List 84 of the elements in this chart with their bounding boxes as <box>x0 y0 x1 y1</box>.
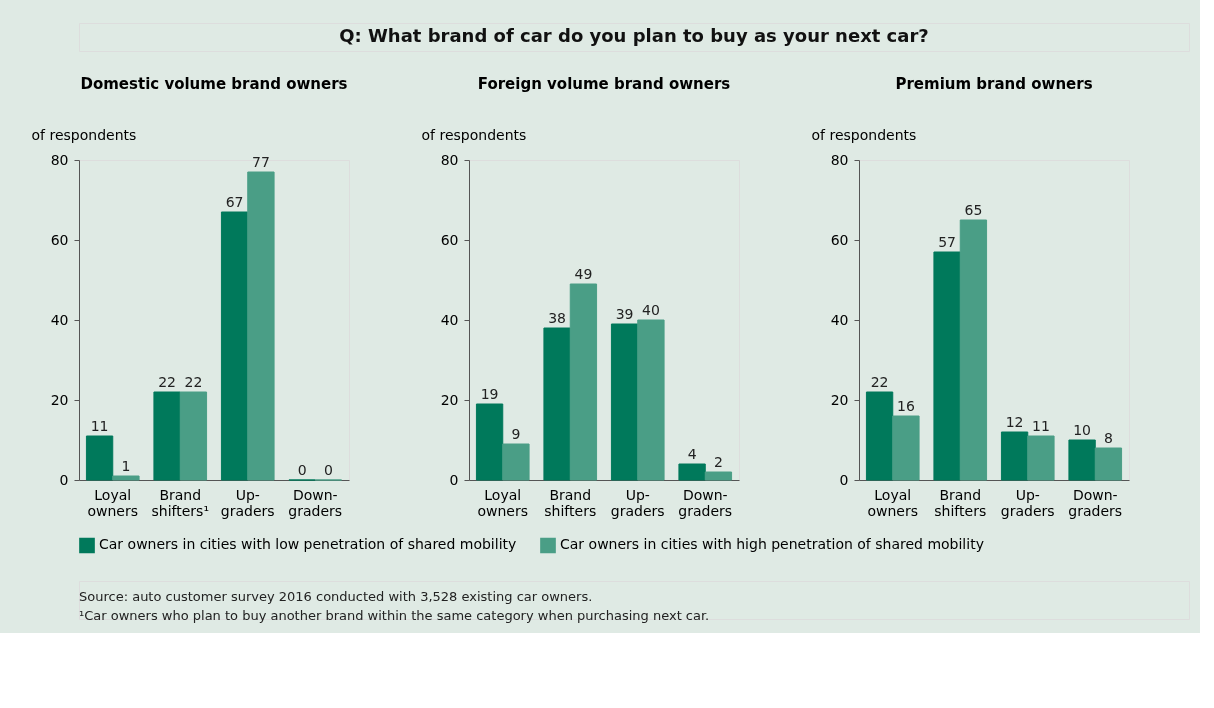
data-label: 4 <box>687 446 697 462</box>
y-tick-label: 20 <box>440 391 459 408</box>
data-label: 0 <box>323 462 333 478</box>
data-label: 65 <box>964 202 983 218</box>
legend-label: Car owners in cities with low penetration of shared mobility <box>99 536 517 553</box>
bar <box>865 391 894 481</box>
y-tick-label: 20 <box>830 391 849 408</box>
bar <box>1027 435 1055 481</box>
x-tick-label: Down-graders <box>678 486 733 519</box>
data-label: 9 <box>511 426 521 442</box>
y-tick-label: 0 <box>839 471 849 488</box>
x-tick-label: Brand shifters <box>544 486 597 519</box>
data-label: 57 <box>938 234 956 250</box>
bar <box>610 323 639 481</box>
bar <box>959 219 988 481</box>
y-axis-title: of respondents <box>421 126 527 143</box>
x-tick-label: Down-graders <box>288 486 343 519</box>
data-label: 19 <box>480 386 499 402</box>
data-label: 40 <box>642 302 660 318</box>
x-tick-label: Loyal owners <box>867 486 919 519</box>
bar <box>704 471 733 481</box>
data-label: 8 <box>1103 430 1113 446</box>
bar <box>933 251 961 481</box>
y-tick-label: 0 <box>449 471 459 488</box>
y-tick-label: 80 <box>830 151 849 168</box>
data-label: 49 <box>574 266 593 282</box>
y-tick-label: 60 <box>50 231 69 248</box>
data-label: 2 <box>713 454 723 470</box>
y-tick-label: 0 <box>59 471 69 488</box>
data-label: 1 <box>121 458 131 474</box>
data-label: 77 <box>252 154 270 170</box>
bar <box>1068 439 1096 481</box>
text: ¹Car owners who plan to buy another brand within the same category when purchasing next car. <box>79 607 710 623</box>
x-tick-label: Down-graders <box>1068 486 1123 519</box>
bar <box>1000 431 1029 481</box>
y-tick-label: 40 <box>50 311 69 328</box>
data-label: 38 <box>548 310 566 326</box>
bar <box>569 283 598 481</box>
data-label: 11 <box>90 418 109 434</box>
y-tick-label: 60 <box>440 231 459 248</box>
y-axis-title: of respondents <box>31 126 137 143</box>
x-tick-label: Up-graders <box>1000 486 1055 519</box>
y-tick-label: 40 <box>440 311 459 328</box>
bar <box>543 327 571 481</box>
x-tick-label: Up-graders <box>610 486 665 519</box>
bar <box>247 171 275 481</box>
bar <box>502 443 530 481</box>
text: Q: What brand of car do you plan to buy as your next car? <box>339 25 929 46</box>
bar <box>678 463 706 481</box>
source-note: Source: auto customer survey 2016 conducted with 3,528 existing car owners. <box>79 588 593 604</box>
data-label: 10 <box>1073 422 1091 438</box>
chart-title: Domestic volume brand owners <box>80 75 348 93</box>
x-tick-label: Loyal owners <box>87 486 139 519</box>
data-label: 22 <box>184 374 203 390</box>
data-label: 12 <box>1005 414 1024 430</box>
y-tick-label: 60 <box>830 231 849 248</box>
bar <box>220 211 249 481</box>
x-tick-label: Brand shifters <box>934 486 987 519</box>
bar <box>85 435 114 481</box>
data-label: 22 <box>158 374 176 390</box>
data-label: 22 <box>870 374 889 390</box>
x-tick-label: Brand shifters¹ <box>151 486 210 519</box>
data-label: 39 <box>615 306 634 322</box>
data-label: 0 <box>297 462 307 478</box>
bar <box>179 391 208 481</box>
chart-title: Premium brand owners <box>895 75 1093 93</box>
y-tick-label: 40 <box>830 311 849 328</box>
x-tick-label: Up-graders <box>220 486 275 519</box>
y-axis-title: of respondents <box>811 126 917 143</box>
y-tick-label: 80 <box>440 151 459 168</box>
bar <box>892 415 920 481</box>
chart-title: Foreign volume brand owners <box>477 75 731 93</box>
bar <box>637 319 665 481</box>
bar <box>153 391 181 481</box>
data-label: 67 <box>225 194 244 210</box>
data-label: 16 <box>897 398 915 414</box>
y-tick-label: 20 <box>50 391 69 408</box>
bar <box>475 403 504 481</box>
y-tick-label: 80 <box>50 151 69 168</box>
data-label: 11 <box>1032 418 1050 434</box>
bar <box>112 475 140 481</box>
x-tick-label: Loyal owners <box>477 486 529 519</box>
bar <box>1094 447 1123 481</box>
legend-label: Car owners in cities with high penetration of shared mobility <box>560 536 984 553</box>
